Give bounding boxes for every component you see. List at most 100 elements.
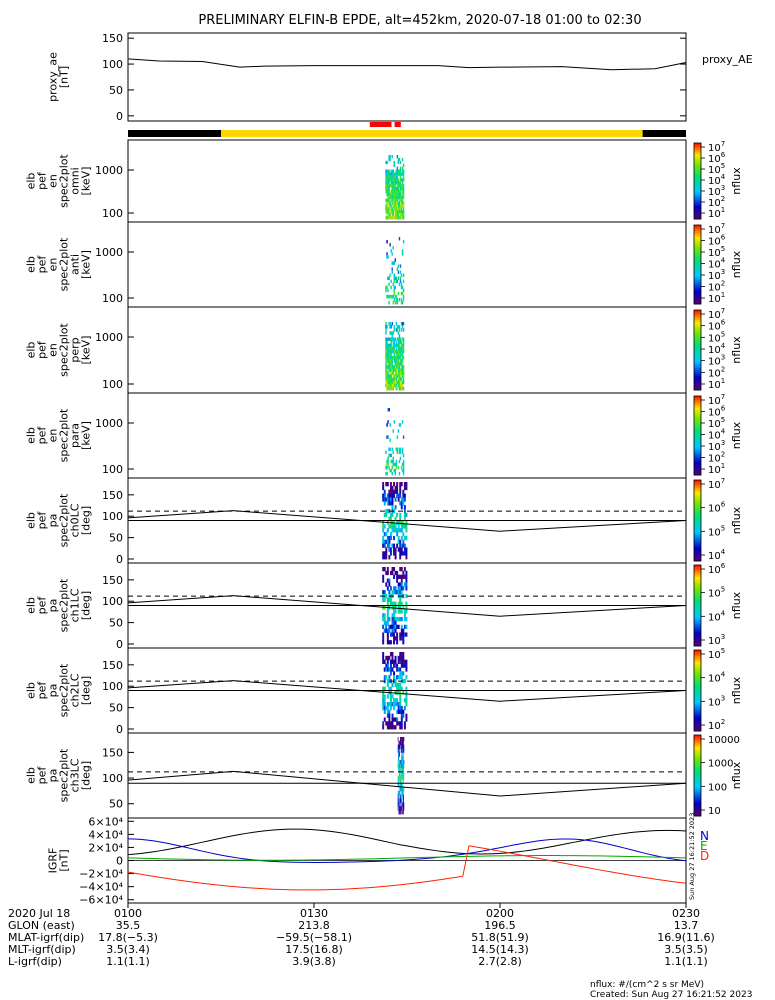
spectrogram-cell [382, 686, 385, 691]
ylabel-line: pef [36, 766, 49, 785]
spectrogram-cell [392, 377, 394, 382]
spectrogram-cell [399, 204, 402, 208]
spectrogram-cell [403, 512, 406, 518]
ylabel-line: spec2plot [58, 323, 71, 377]
ytick-label: 100 [102, 510, 123, 523]
spectrogram-cell [388, 709, 391, 714]
spectrogram-cell [400, 659, 403, 664]
colorbar-cell [694, 213, 701, 216]
spectrogram-cell [403, 740, 404, 746]
spectrogram-cell [405, 675, 408, 680]
spectrogram-cell [386, 667, 389, 672]
colorbar-cell [694, 581, 701, 584]
spectrogram-cell [389, 705, 392, 711]
spectrogram-cell [392, 343, 394, 348]
spectrogram-cell [400, 371, 403, 375]
colorbar-cell [694, 737, 701, 740]
spectrogram-cell [405, 702, 408, 707]
spectrogram-cell [400, 340, 403, 345]
spectrogram-cell [396, 213, 399, 217]
spectrogram-cell [386, 640, 389, 645]
colorbar-cell [694, 177, 701, 180]
colorbar-frame [693, 649, 702, 732]
spectrogram-cell [393, 725, 395, 730]
ylabel-line: pa [47, 599, 60, 613]
spectrogram-cell [399, 276, 402, 281]
spectrogram-cell [401, 760, 403, 765]
colorbar-cell [694, 567, 701, 570]
spectrogram-cell [397, 686, 400, 691]
spectrogram-cell [388, 725, 391, 730]
colorbar-cell [694, 799, 701, 803]
spectrogram-cell [397, 520, 400, 525]
spectrogram-cell [393, 574, 395, 579]
colorbar-cell [694, 318, 701, 321]
spectrogram-cell [401, 790, 403, 796]
spectrogram-cell [382, 551, 385, 556]
colorbar-tick-exponent: 1 [721, 206, 725, 214]
spectrogram-cell [391, 178, 393, 182]
colorbar-cell [694, 609, 701, 613]
spectrogram-cell [393, 349, 395, 354]
spectrogram-cell [391, 570, 394, 576]
spectrogram-cell [400, 740, 402, 746]
spectrogram-cell [388, 181, 390, 185]
spectrogram-cell [391, 377, 393, 382]
colorbar-cell [694, 797, 701, 801]
spectrogram-cell [395, 356, 398, 360]
spectrogram-cell [388, 187, 390, 191]
annotation-row-label: MLT-igrf(dip) [8, 943, 76, 956]
spectrogram-cell [391, 501, 394, 506]
spectrogram-cell [399, 377, 402, 382]
colorbar-cell [694, 718, 701, 722]
spectrogram-cell [385, 377, 387, 382]
colorbar-cell [694, 542, 701, 546]
spectrogram-cell [386, 207, 388, 211]
spectrogram-cell [402, 386, 405, 391]
colorbar-cell [694, 276, 701, 279]
spectrogram-cell [383, 628, 386, 633]
orbit-bar-black-end [642, 130, 686, 137]
spectrogram-cell [387, 374, 389, 379]
spectrogram-cell [402, 783, 404, 788]
spectrogram-cell [385, 667, 388, 672]
spectrogram-cell [399, 597, 402, 603]
colorbar-cell [694, 158, 701, 161]
spectrogram-cell [405, 609, 408, 614]
colorbar-tick-exponent: 6 [721, 405, 726, 413]
ylabel-line: elb [25, 427, 38, 444]
spectrogram-cell [400, 783, 402, 788]
colorbar-cell [694, 449, 701, 452]
colorbar-cell [694, 163, 701, 167]
colorbar-cell [694, 467, 701, 470]
spectrogram-cell [397, 187, 400, 191]
spectrogram-cell [396, 356, 399, 360]
ylabel-line: en [47, 174, 60, 188]
spectrogram-cell [388, 198, 390, 202]
colorbar-cell [694, 386, 701, 389]
colorbar-cell [694, 777, 701, 781]
spectrogram-cell [399, 184, 402, 188]
spectrogram-cell [399, 779, 401, 784]
orbit-bar-red [394, 122, 401, 127]
colorbar-cell [694, 378, 701, 381]
spectrogram-cell [389, 663, 392, 668]
spectrogram-cell [401, 216, 404, 220]
spectrogram-cell [401, 374, 404, 379]
spectrogram-cell [402, 543, 405, 548]
spectrogram-cell [386, 597, 389, 603]
colorbar-cell [694, 455, 701, 458]
colorbar-tick-exponent: 5 [721, 416, 725, 424]
spectrogram-cell [398, 756, 400, 761]
spectrogram-cell [401, 365, 404, 369]
spectrogram-cell [397, 331, 400, 335]
spectrogram-cell [391, 198, 393, 202]
spectrogram-cell [399, 160, 402, 165]
spectrogram-cell [396, 386, 399, 391]
spectrogram-cell [396, 169, 399, 173]
ytick-label: 1000 [95, 246, 123, 259]
spectrogram-cell [389, 172, 391, 176]
panel-pef_pa_spec2plot_ch1LC: 150100500106105104103nfluxelbpefpaspec2p… [25, 562, 744, 651]
colorbar-cell [694, 805, 701, 809]
